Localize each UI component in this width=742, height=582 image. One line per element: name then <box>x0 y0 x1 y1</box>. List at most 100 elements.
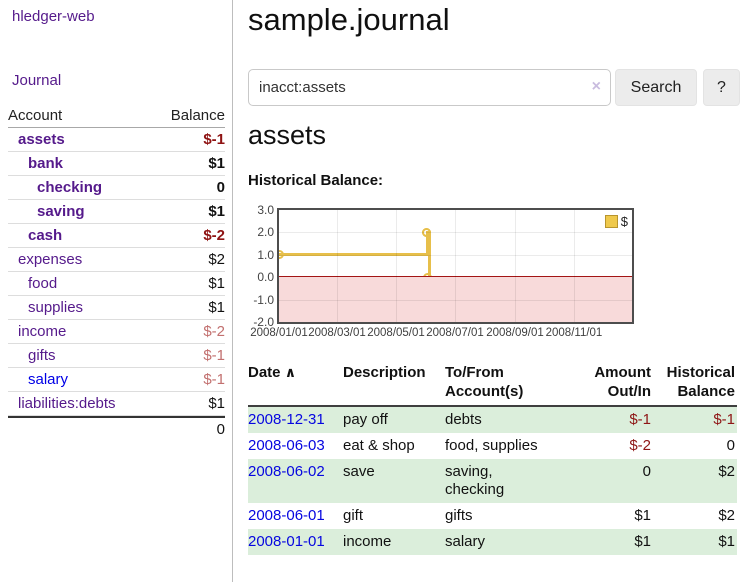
accounts-total-row: 0 <box>8 416 225 441</box>
legend-swatch-icon <box>604 215 618 228</box>
x-axis-label: 2008/11/01 <box>545 327 603 339</box>
txn-amount: 0 <box>575 459 653 503</box>
register-row: 2008-01-01 income salary $1 $1 <box>248 529 737 555</box>
col-header-date[interactable]: Date ∧ <box>248 361 343 407</box>
account-balance: $-1 <box>203 347 225 364</box>
register-row: 2008-06-02 save saving, checking 0 $2 <box>248 459 737 503</box>
grid-line <box>337 210 339 322</box>
y-axis-label: 0.0 <box>257 270 274 285</box>
y-axis-label: -2.0 <box>253 315 274 329</box>
grid-line <box>396 210 398 322</box>
register-row: 2008-06-03 eat & shop food, supplies $-2… <box>248 433 737 459</box>
series-line <box>279 253 426 257</box>
negative-region <box>279 277 632 322</box>
account-heading: assets <box>248 120 327 150</box>
chart-legend: $ <box>604 214 628 229</box>
account-link-liabilities-debts[interactable]: liabilities:debts <box>18 395 116 412</box>
col-header-amount: Amount Out/In <box>575 361 653 407</box>
account-row: checking 0 <box>8 176 225 200</box>
account-row: liabilities:debts $1 <box>8 392 225 416</box>
legend-label: $ <box>620 214 628 229</box>
account-row: expenses $2 <box>8 248 225 272</box>
txn-date-link[interactable]: 2008-01-01 <box>248 533 325 550</box>
account-balance: $2 <box>208 251 225 268</box>
account-link-checking[interactable]: checking <box>37 179 103 196</box>
account-balance: $1 <box>208 299 225 316</box>
register-header-row: Date ∧ Description To/From Account(s) Am… <box>248 361 737 407</box>
txn-balance: $-1 <box>653 406 737 433</box>
txn-date-link[interactable]: 2008-06-03 <box>248 437 325 454</box>
chart-plot: $ <box>277 208 634 324</box>
account-link-bank[interactable]: bank <box>28 155 64 172</box>
account-link-assets[interactable]: assets <box>18 131 65 148</box>
grid-line <box>279 232 632 234</box>
col-header-balance: Historical Balance <box>653 361 737 407</box>
grid-line <box>573 210 575 322</box>
y-axis-label: 2.0 <box>257 225 274 240</box>
nav-journal-link[interactable]: Journal <box>12 72 62 89</box>
clear-search-icon[interactable]: × <box>591 78 601 95</box>
sort-asc-icon: ∧ <box>284 364 297 380</box>
txn-accounts: debts <box>445 406 575 433</box>
account-balance: $1 <box>208 275 225 292</box>
account-link-saving[interactable]: saving <box>37 203 85 220</box>
account-link-income[interactable]: income <box>18 323 67 340</box>
grid-line <box>279 254 632 256</box>
txn-amount: $-1 <box>575 406 653 433</box>
txn-date-link[interactable]: 2008-06-01 <box>248 507 325 524</box>
account-row: bank $1 <box>8 152 225 176</box>
y-axis-label: 1.0 <box>257 247 274 262</box>
account-link-expenses[interactable]: expenses <box>18 251 83 268</box>
brand-link[interactable]: hledger-web <box>12 8 95 25</box>
account-row: cash $-2 <box>8 224 225 248</box>
account-link-salary[interactable]: salary <box>28 371 69 388</box>
accounts-header-row: Account Balance <box>8 104 225 128</box>
txn-accounts: salary <box>445 529 575 555</box>
accounts-table: Account Balance assets $-1 bank $1 check… <box>8 104 225 441</box>
grid-line <box>455 210 457 322</box>
help-button[interactable]: ? <box>703 69 740 106</box>
account-row: assets $-1 <box>8 128 225 152</box>
txn-date-link[interactable]: 2008-12-31 <box>248 411 325 428</box>
series-line <box>427 230 431 279</box>
account-balance: $1 <box>208 395 225 412</box>
account-balance: 0 <box>216 179 225 196</box>
x-axis-label: 2008/03/01 <box>308 327 366 339</box>
accounts-header-balance: Balance <box>170 107 225 124</box>
search-button[interactable]: Search <box>615 69 697 106</box>
account-balance: $-2 <box>203 323 225 340</box>
account-link-food[interactable]: food <box>28 275 58 292</box>
txn-description: save <box>343 459 445 503</box>
sidebar: hledger-web Journal Account Balance asse… <box>0 0 232 582</box>
account-row: gifts $-1 <box>8 344 225 368</box>
account-link-cash[interactable]: cash <box>28 227 63 244</box>
main-content: sample.journal × Search ? assets Histori… <box>248 0 742 582</box>
y-axis-label: -1.0 <box>253 292 274 307</box>
txn-description: income <box>343 529 445 555</box>
account-link-supplies[interactable]: supplies <box>28 299 84 316</box>
col-header-accounts: To/From Account(s) <box>445 361 575 407</box>
grid-line <box>514 210 516 322</box>
account-link-gifts[interactable]: gifts <box>28 347 56 364</box>
txn-balance: $2 <box>718 507 735 524</box>
txn-accounts: gifts <box>445 507 473 524</box>
series-line <box>426 230 429 257</box>
account-balance: $-1 <box>203 371 225 388</box>
account-balance: $1 <box>208 203 225 220</box>
txn-balance: 0 <box>726 437 735 454</box>
col-header-description: Description <box>343 361 445 407</box>
account-balance: $-1 <box>203 131 225 148</box>
x-axis-label: 2008/05/01 <box>367 327 425 339</box>
x-axis-label: 2008/09/01 <box>486 327 544 339</box>
txn-balance: $2 <box>653 459 737 503</box>
chart-title: Historical Balance: <box>248 172 384 189</box>
account-row: income $-2 <box>8 320 225 344</box>
txn-accounts: food, supplies <box>445 437 538 454</box>
account-row: food $1 <box>8 272 225 296</box>
txn-amount: $1 <box>575 529 653 555</box>
txn-accounts: saving, checking <box>445 459 575 503</box>
txn-date-link[interactable]: 2008-06-02 <box>248 463 325 480</box>
x-axis-label: 2008/07/01 <box>426 327 484 339</box>
page-title: sample.journal <box>248 2 450 37</box>
search-input[interactable] <box>248 69 611 106</box>
